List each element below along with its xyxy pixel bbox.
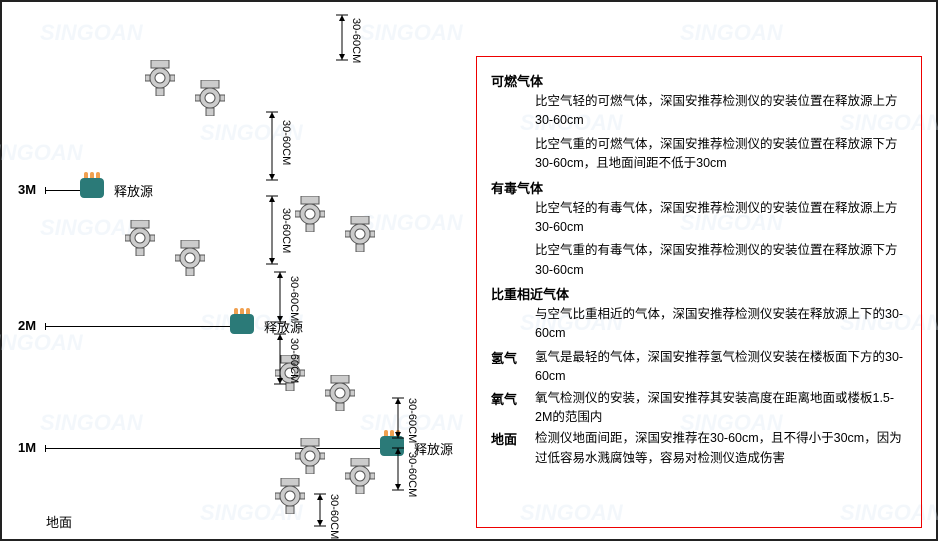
info-section-title: 地面 <box>491 429 525 448</box>
height-label: 3M <box>18 182 36 197</box>
dimension-label: 30-60CM <box>350 18 362 63</box>
info-section: 氧气氧气检测仪的安装，深国安推荐其安装高度在距离地面或楼板1.5-2M的范围内 <box>491 389 907 428</box>
release-source-label: 释放源 <box>414 439 453 458</box>
gas-detector-icon <box>295 438 325 474</box>
dimension-label: 30-60CM <box>288 276 300 321</box>
gas-detector-icon <box>345 216 375 252</box>
info-section: 氢气氢气是最轻的气体，深国安推荐氢气检测仪安装在楼板面下方的30-60cm <box>491 348 907 387</box>
info-section: 地面检测仪地面间距，深国安推荐在30-60cm，且不得小于30cm，因为过低容易… <box>491 429 907 468</box>
gas-detector-icon <box>345 458 375 494</box>
dimension-label: 30-60CM <box>328 494 340 539</box>
dimension-bracket <box>336 15 348 65</box>
dimension-label: 30-60CM <box>406 452 418 497</box>
release-source <box>80 178 110 202</box>
height-label: 1M <box>18 440 36 455</box>
info-text: 氧气检测仪的安装，深国安推荐其安装高度在距离地面或楼板1.5-2M的范围内 <box>535 389 907 428</box>
info-section-title: 有毒气体 <box>491 178 907 197</box>
height-line <box>45 326 252 327</box>
dimension-bracket <box>266 196 278 269</box>
dimension-label: 30-60CM <box>280 120 292 165</box>
dimension-bracket <box>314 494 326 531</box>
dimension-label: 30-60CM <box>280 208 292 253</box>
dimension-label: 30-60CM <box>288 338 300 383</box>
dimension-bracket <box>274 334 286 389</box>
gas-detector-icon <box>125 220 155 256</box>
info-panel: 可燃气体比空气轻的可燃气体，深国安推荐检测仪的安装位置在释放源上方30-60cm… <box>476 56 922 528</box>
info-section-title: 比重相近气体 <box>491 284 907 303</box>
info-section-title: 可燃气体 <box>491 71 907 90</box>
info-text: 比空气重的有毒气体，深国安推荐检测仪的安装位置在释放源下方30-60cm <box>535 241 907 280</box>
release-source-icon <box>230 314 254 334</box>
info-section-title: 氧气 <box>491 389 525 408</box>
gas-detector-icon <box>325 375 355 411</box>
info-text: 氢气是最轻的气体，深国安推荐氢气检测仪安装在楼板面下方的30-60cm <box>535 348 907 387</box>
ground-label: 地面 <box>46 512 72 531</box>
height-line <box>45 448 402 449</box>
release-source-label: 释放源 <box>114 181 153 200</box>
info-section-title: 氢气 <box>491 348 525 367</box>
release-source-icon <box>80 178 104 198</box>
gas-detector-icon <box>145 60 175 96</box>
info-text: 检测仪地面间距，深国安推荐在30-60cm，且不得小于30cm，因为过低容易水溅… <box>535 429 907 468</box>
dimension-bracket <box>274 272 286 327</box>
dimension-bracket <box>392 448 404 495</box>
dimension-label: 30-60CM <box>406 398 418 443</box>
gas-detector-icon <box>275 478 305 514</box>
info-text: 与空气比重相近的气体，深国安推荐检测仪安装在释放源上下的30-60cm <box>535 305 907 344</box>
info-text: 比空气轻的有毒气体，深国安推荐检测仪的安装位置在释放源上方30-60cm <box>535 199 907 238</box>
dimension-bracket <box>392 398 404 443</box>
info-text: 比空气重的可燃气体，深国安推荐检测仪的安装位置在释放源下方30-60cm，且地面… <box>535 135 907 174</box>
release-source <box>230 314 260 338</box>
info-text: 比空气轻的可燃气体，深国安推荐检测仪的安装位置在释放源上方30-60cm <box>535 92 907 131</box>
dimension-bracket <box>266 112 278 185</box>
height-label: 2M <box>18 318 36 333</box>
gas-detector-icon <box>195 80 225 116</box>
gas-detector-icon <box>295 196 325 232</box>
gas-detector-icon <box>175 240 205 276</box>
